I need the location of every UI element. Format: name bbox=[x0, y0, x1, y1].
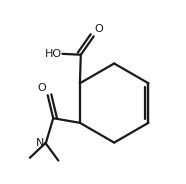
Text: N: N bbox=[36, 138, 44, 148]
Text: O: O bbox=[37, 83, 46, 93]
Text: HO: HO bbox=[44, 49, 62, 59]
Text: O: O bbox=[95, 24, 103, 34]
